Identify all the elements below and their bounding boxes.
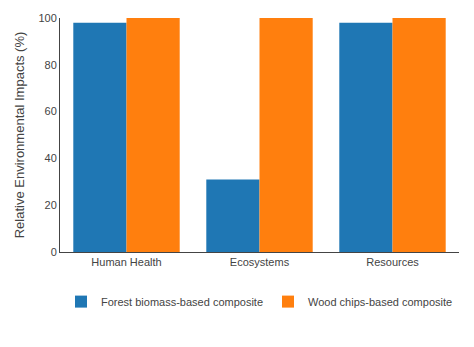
svg-text:Resources: Resources	[366, 256, 419, 268]
svg-text:40: 40	[45, 152, 57, 164]
svg-text:100: 100	[38, 12, 56, 24]
svg-text:Forest biomass-based composite: Forest biomass-based composite	[101, 296, 263, 308]
svg-text:20: 20	[45, 199, 57, 211]
svg-text:Wood chips-based composite: Wood chips-based composite	[308, 296, 452, 308]
svg-text:60: 60	[45, 105, 57, 117]
svg-text:Relative Environmental Impacts: Relative Environmental Impacts (%)	[12, 32, 27, 239]
svg-text:0: 0	[51, 246, 57, 258]
svg-text:Human Health: Human Health	[91, 256, 161, 268]
svg-text:80: 80	[45, 59, 57, 71]
svg-text:Ecosystems: Ecosystems	[230, 256, 290, 268]
